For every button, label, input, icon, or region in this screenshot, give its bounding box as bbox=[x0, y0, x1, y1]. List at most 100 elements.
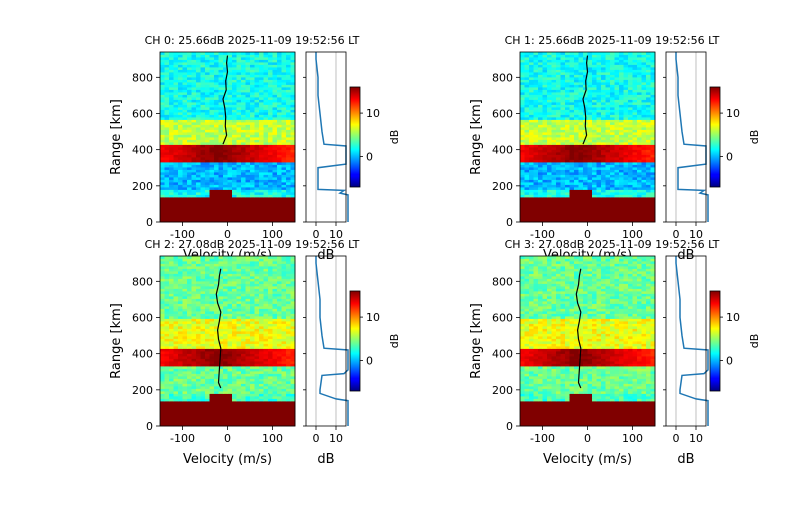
heatmap-cell bbox=[182, 167, 188, 170]
heatmap-cell bbox=[232, 207, 237, 210]
heatmap-cell bbox=[232, 197, 237, 200]
heatmap-cell bbox=[286, 371, 291, 374]
heatmap-cell bbox=[250, 107, 255, 110]
heatmap-cell bbox=[583, 104, 588, 108]
heatmap-cell bbox=[245, 376, 251, 379]
heatmap-cell bbox=[551, 169, 557, 173]
heatmap-cell bbox=[520, 184, 525, 188]
heatmap-cell bbox=[610, 107, 615, 110]
heatmap-cell bbox=[241, 132, 246, 135]
heatmap-cell bbox=[524, 147, 530, 150]
heatmap-cell bbox=[250, 219, 255, 223]
heatmap-cell bbox=[250, 159, 255, 163]
heatmap-cell bbox=[187, 192, 192, 195]
heatmap-cell bbox=[587, 137, 593, 140]
heatmap-cell bbox=[245, 87, 251, 90]
heatmap-cell bbox=[223, 363, 228, 367]
heatmap-cell bbox=[556, 197, 561, 200]
heatmap-cell bbox=[187, 159, 192, 163]
heatmap-cell bbox=[173, 358, 179, 362]
heatmap-cell bbox=[227, 119, 233, 123]
heatmap-cell bbox=[628, 87, 633, 90]
heatmap-cell bbox=[286, 92, 291, 95]
heatmap-cell bbox=[520, 164, 525, 168]
heatmap-cell bbox=[191, 358, 197, 362]
heatmap-cell bbox=[254, 204, 260, 208]
heatmap-cell bbox=[601, 84, 606, 88]
heatmap-cell bbox=[196, 149, 201, 153]
heatmap-cell bbox=[200, 398, 206, 402]
heatmap-cell bbox=[218, 132, 224, 135]
heatmap-cell bbox=[254, 97, 260, 100]
heatmap-cell bbox=[524, 107, 530, 110]
heatmap-cell bbox=[628, 142, 633, 145]
heatmap-cell bbox=[601, 107, 606, 110]
heatmap-cell bbox=[623, 99, 629, 103]
heatmap-cell bbox=[223, 177, 228, 180]
heatmap-cell bbox=[200, 94, 206, 98]
heatmap-cell bbox=[191, 84, 197, 88]
heatmap-cell bbox=[191, 129, 197, 133]
heatmap-cell bbox=[214, 89, 219, 93]
heatmap-cell bbox=[214, 139, 219, 143]
heatmap-cell bbox=[551, 57, 557, 60]
heatmap-cell bbox=[160, 154, 165, 158]
heatmap-cell bbox=[641, 79, 647, 83]
heatmap-cell bbox=[191, 67, 197, 70]
heatmap-cell bbox=[565, 129, 570, 133]
heatmap-cell bbox=[578, 164, 584, 168]
heatmap-cell bbox=[574, 217, 579, 220]
heatmap-cell bbox=[583, 94, 588, 98]
heatmap-cell bbox=[241, 82, 246, 85]
heatmap-cell bbox=[205, 177, 210, 180]
heatmap-cell bbox=[187, 84, 192, 88]
heatmap-cell bbox=[610, 67, 615, 70]
heatmap-cell bbox=[583, 207, 588, 210]
heatmap-cell bbox=[610, 162, 615, 165]
heatmap-cell bbox=[263, 172, 269, 175]
heatmap-cell bbox=[542, 97, 548, 100]
heatmap-cell bbox=[268, 413, 273, 417]
heatmap-cell bbox=[259, 147, 264, 150]
heatmap-cell bbox=[263, 87, 269, 90]
heatmap-cell bbox=[290, 144, 296, 148]
heatmap-cell bbox=[245, 363, 251, 367]
heatmap-cell bbox=[596, 179, 602, 183]
heatmap-cell bbox=[542, 149, 548, 153]
heatmap-cell bbox=[160, 147, 165, 150]
heatmap-cell bbox=[637, 62, 642, 65]
heatmap-cell bbox=[650, 64, 656, 68]
heatmap-cell bbox=[182, 144, 188, 148]
heatmap-cell bbox=[209, 114, 215, 118]
heatmap-cell bbox=[290, 72, 296, 75]
heatmap-cell bbox=[160, 197, 165, 200]
heatmap-cell bbox=[160, 202, 165, 205]
heatmap-cell bbox=[236, 356, 242, 359]
heatmap-cell bbox=[601, 97, 606, 100]
heatmap-cell bbox=[286, 413, 291, 417]
heatmap-cell bbox=[538, 62, 543, 65]
heatmap-cell bbox=[227, 204, 233, 208]
heatmap-cell bbox=[614, 214, 620, 218]
heatmap-cell bbox=[173, 89, 179, 93]
heatmap-cell bbox=[277, 373, 282, 377]
heatmap-cell bbox=[632, 187, 638, 190]
heatmap-cell bbox=[160, 403, 165, 407]
heatmap-cell bbox=[160, 361, 165, 364]
heatmap-cell bbox=[596, 74, 602, 78]
heatmap-cell bbox=[614, 189, 620, 193]
heatmap-cell bbox=[232, 107, 237, 110]
heatmap-cell bbox=[214, 99, 219, 103]
heatmap-cell bbox=[263, 109, 269, 113]
heatmap-cell bbox=[263, 82, 269, 85]
heatmap-cell bbox=[268, 386, 273, 389]
heatmap-cell bbox=[223, 149, 228, 153]
heatmap-cell bbox=[241, 79, 246, 83]
heatmap-cell bbox=[259, 79, 264, 83]
heatmap-cell bbox=[250, 127, 255, 130]
heatmap-cell bbox=[245, 391, 251, 394]
heatmap-cell bbox=[223, 64, 228, 68]
heatmap-cell bbox=[605, 84, 611, 88]
heatmap-cell bbox=[178, 99, 183, 103]
heatmap-cell bbox=[538, 99, 543, 103]
